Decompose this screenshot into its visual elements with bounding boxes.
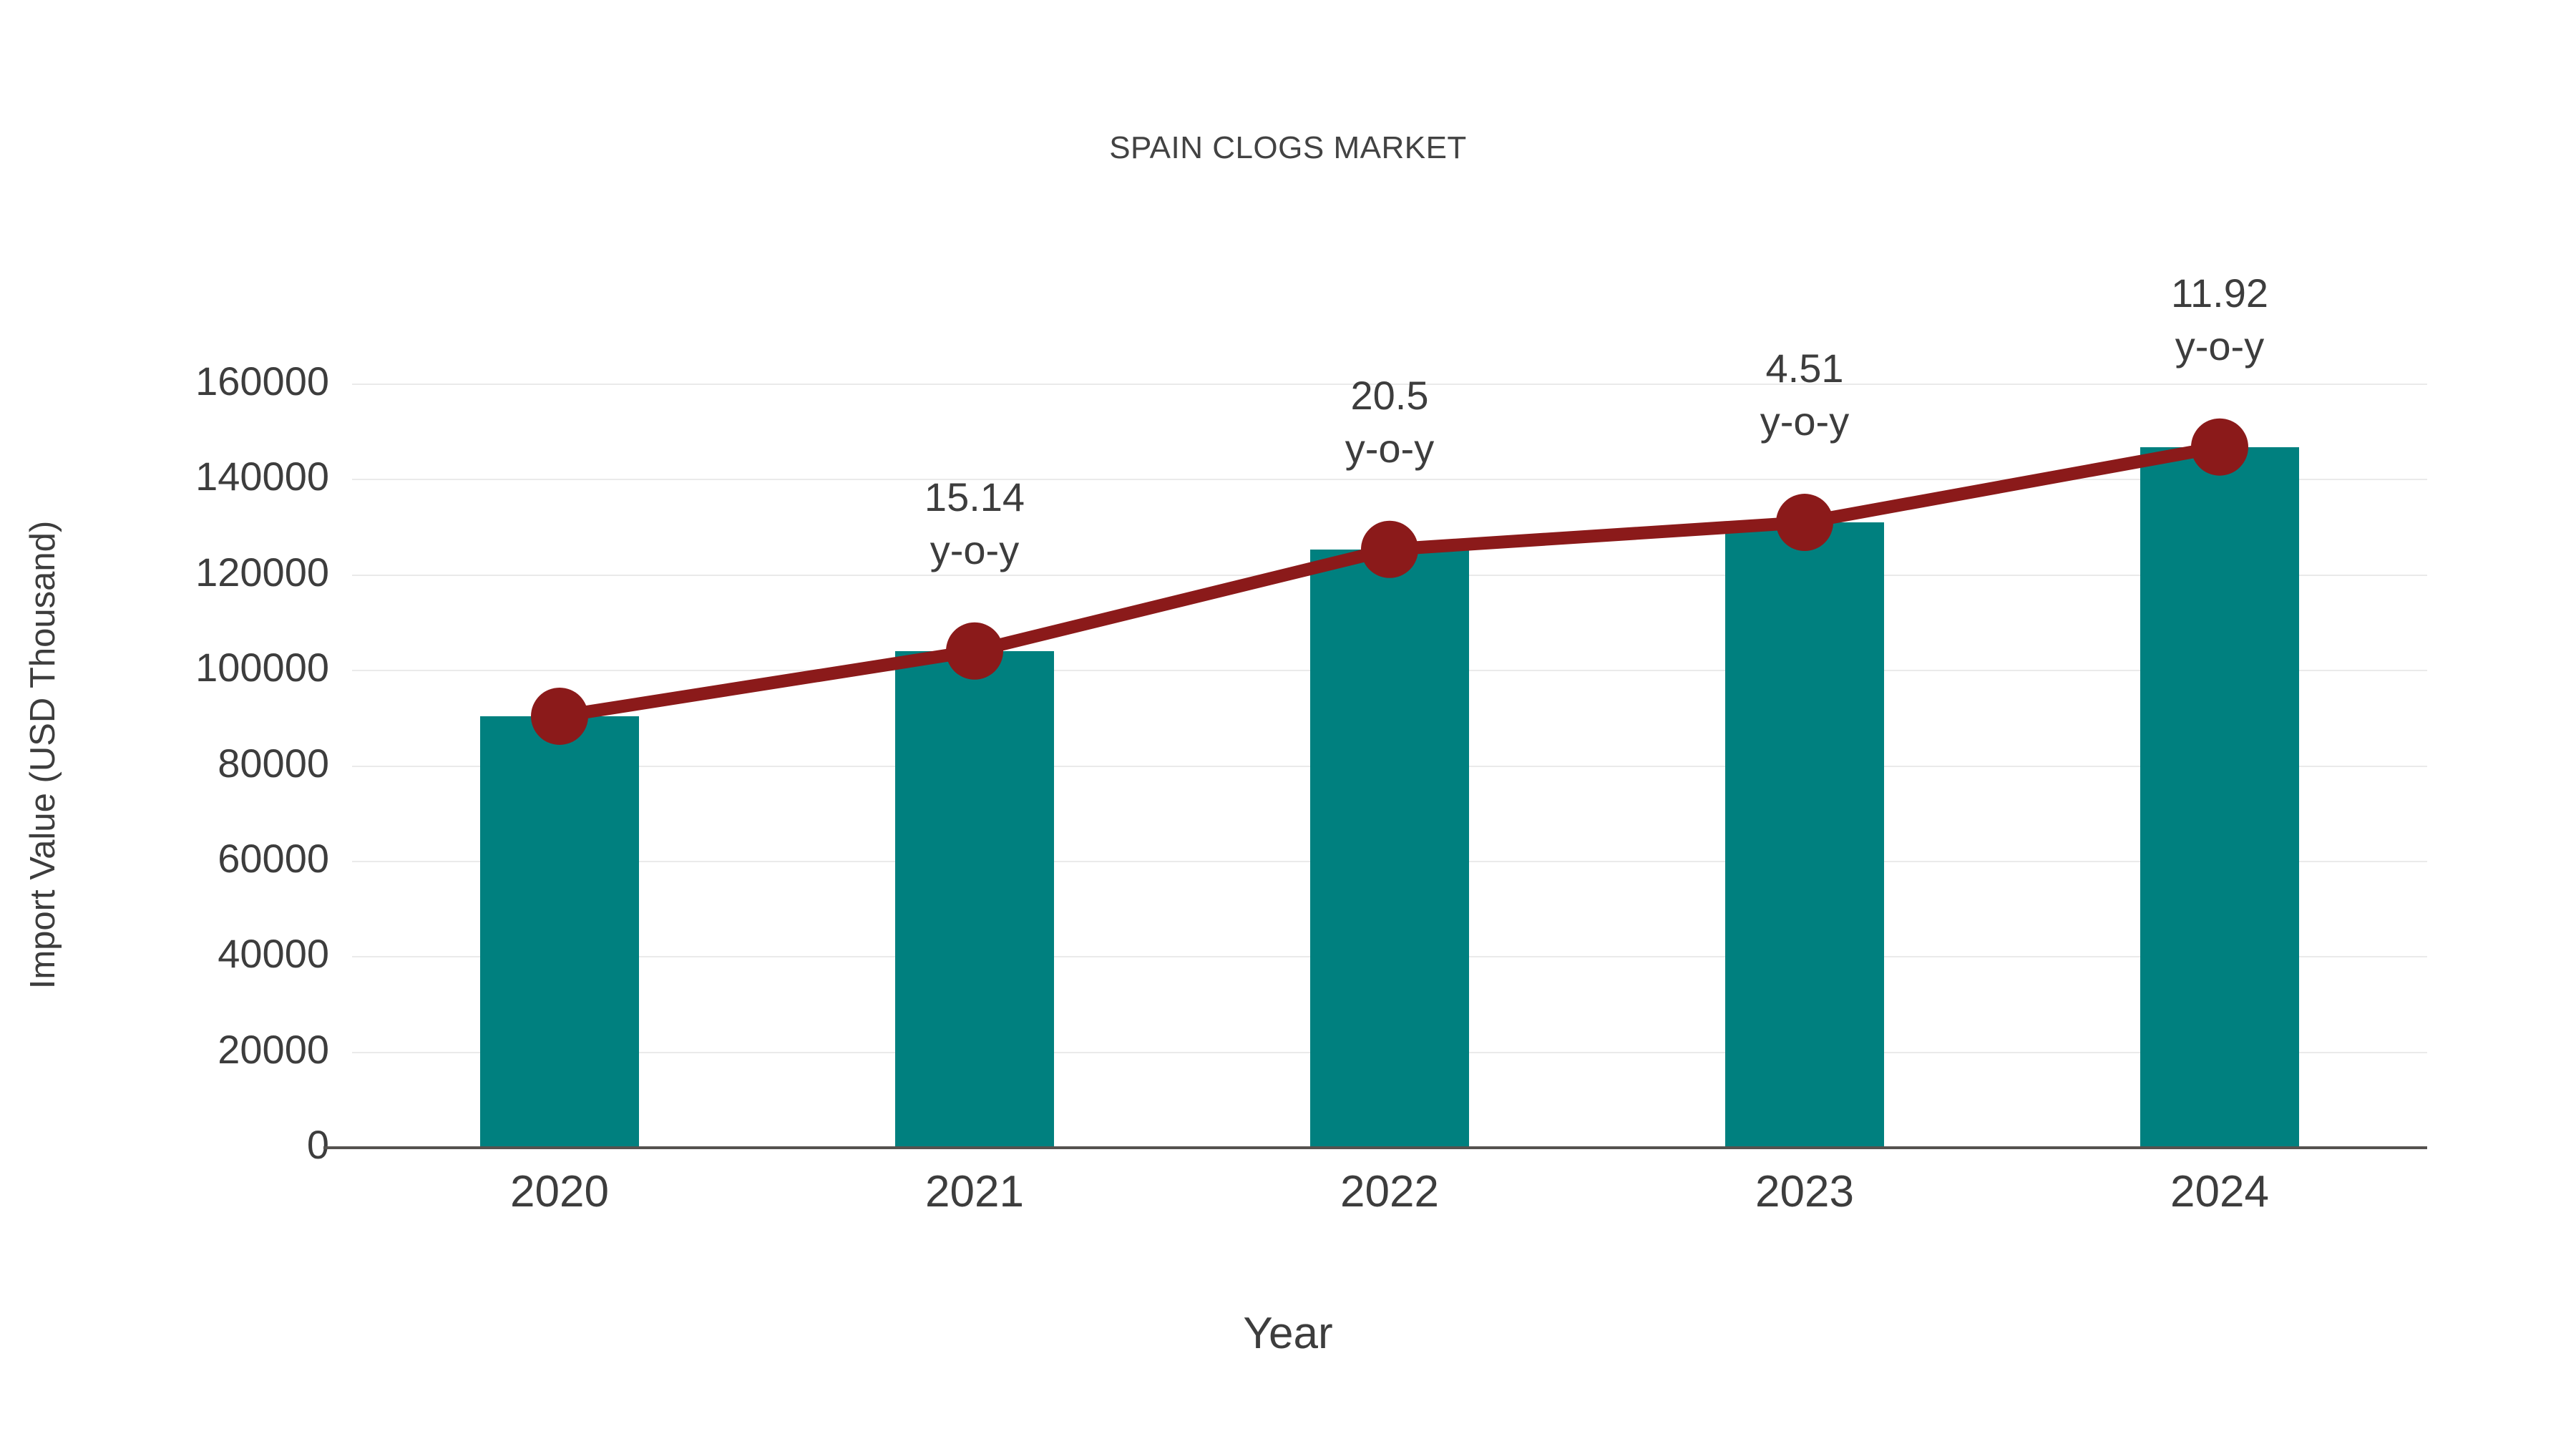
y-axis-tick-label: 20000 [218,1026,329,1072]
bar-2020[interactable] [480,716,639,1147]
y-axis-tick-label: 160000 [195,358,329,404]
x-axis-tick-label-2021: 2021 [925,1167,1024,1216]
x-axis-tick-label-2023: 2023 [1755,1167,1854,1216]
data-label-2023: 4.51 y-o-y [1654,342,1955,448]
y-axis-tick-label: 80000 [218,740,329,786]
data-label-value: 15.14 [924,474,1025,519]
data-label-unit: y-o-y [930,527,1020,572]
bar-2022[interactable] [1310,549,1469,1147]
y-axis-tick-label: 140000 [195,454,329,499]
data-label-unit: y-o-y [1760,398,1850,444]
bar-2024[interactable] [2140,447,2299,1147]
gridline [352,479,2427,481]
x-axis-tick-label-2024: 2024 [2170,1167,2269,1216]
y-axis-tick-label: 0 [306,1122,329,1167]
bar-2021[interactable] [895,650,1054,1147]
chart-title: SPAIN CLOGS MARKET [1109,130,1467,165]
y-axis-tick-label: 120000 [195,549,329,595]
x-axis-title: Year [1243,1309,1333,1358]
y-axis-tick-label: 100000 [195,645,329,691]
data-label-2021: 15.14 y-o-y [824,471,1125,577]
bar-2023[interactable] [1725,522,1884,1147]
y-axis-tick-label: 60000 [218,835,329,881]
data-label-2022: 20.5 y-o-y [1239,369,1540,475]
y-axis-tick-label: 40000 [218,931,329,977]
x-axis-tick-label-2022: 2022 [1340,1167,1439,1216]
data-label-unit: y-o-y [1345,425,1435,471]
plot-area [323,384,2427,1149]
data-label-value: 11.92 [2171,270,2268,316]
data-label-value: 20.5 [1350,372,1429,418]
gridline [352,384,2427,385]
data-label-value: 4.51 [1765,346,1844,391]
data-label-2024: 11.92 y-o-y [2069,267,2370,373]
x-axis-line [323,1146,2427,1149]
x-axis-tick-label-2020: 2020 [510,1167,609,1216]
data-label-unit: y-o-y [2175,323,2265,369]
